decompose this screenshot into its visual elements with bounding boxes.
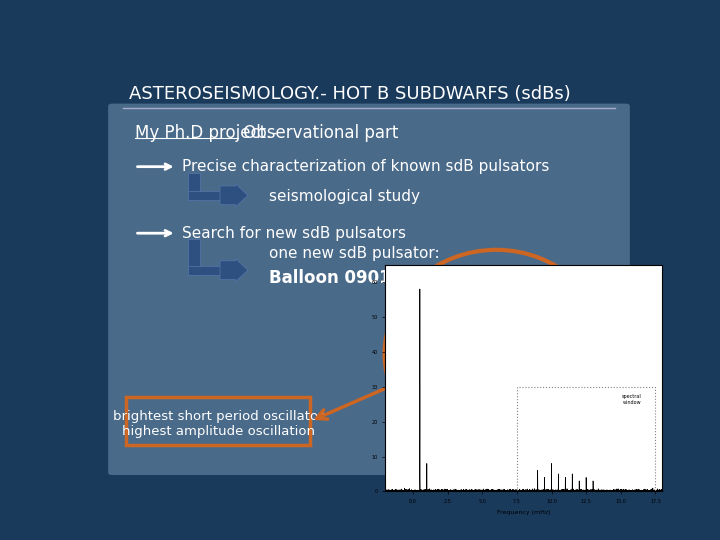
Text: one new sdB pulsator:: one new sdB pulsator: [269, 246, 439, 261]
Text: Precise characterization of known sdB pulsators: Precise characterization of known sdB pu… [182, 159, 549, 174]
FancyBboxPatch shape [188, 266, 220, 275]
Text: highest amplitude oscillation: highest amplitude oscillation [122, 426, 315, 438]
X-axis label: Frequency (mHz): Frequency (mHz) [497, 510, 551, 515]
FancyBboxPatch shape [126, 397, 310, 446]
Text: seismological study: seismological study [269, 189, 420, 204]
FancyBboxPatch shape [188, 239, 200, 275]
Text: Observational part: Observational part [238, 124, 398, 143]
Text: spectral
window: spectral window [622, 394, 642, 404]
Text: Search for new sdB pulsators: Search for new sdB pulsators [182, 226, 406, 241]
FancyArrow shape [220, 259, 248, 282]
FancyBboxPatch shape [188, 191, 220, 200]
Text: My Ph.D project.-: My Ph.D project.- [135, 124, 277, 143]
FancyArrow shape [220, 184, 248, 207]
Text: brightest short period oscillator: brightest short period oscillator [113, 410, 324, 423]
FancyBboxPatch shape [107, 102, 631, 476]
Text: Balloon 090100001: Balloon 090100001 [269, 269, 448, 287]
FancyBboxPatch shape [188, 173, 200, 200]
Text: ASTEROSEISMOLOGY.- HOT B SUBDWARFS (sdBs): ASTEROSEISMOLOGY.- HOT B SUBDWARFS (sdBs… [129, 85, 571, 103]
